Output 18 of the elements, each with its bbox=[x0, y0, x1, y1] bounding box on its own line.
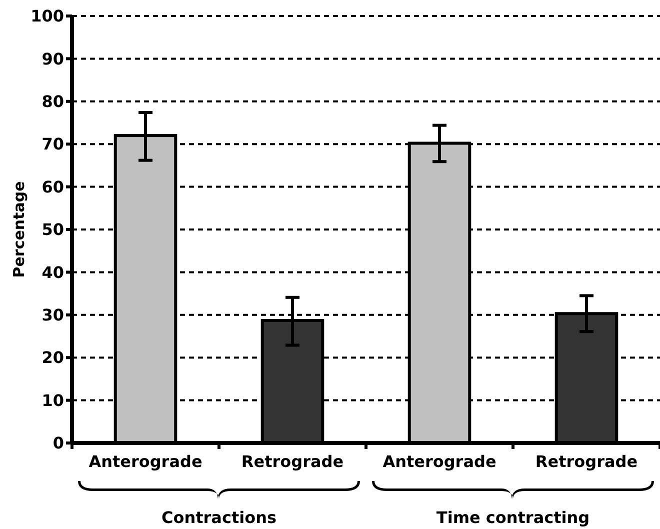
y-tick-label: 0 bbox=[52, 434, 64, 453]
y-tick-label: 60 bbox=[42, 177, 64, 196]
y-tick-label: 20 bbox=[42, 348, 64, 368]
text: Time contracting bbox=[436, 508, 590, 527]
y-tick-label: 100 bbox=[30, 6, 64, 26]
y-tick-label: 80 bbox=[42, 92, 64, 111]
y-axis-title: Percentage bbox=[10, 181, 28, 278]
y-tick-label: 70 bbox=[42, 134, 64, 154]
x-tick-label: Anterograde bbox=[88, 452, 202, 471]
y-tick-label: 90 bbox=[42, 49, 64, 68]
x-tick-label: Anterograde bbox=[382, 452, 496, 471]
y-tick-label: 30 bbox=[42, 306, 64, 324]
text: Contractions bbox=[162, 508, 276, 527]
y-tick-label: 40 bbox=[42, 262, 64, 282]
x-tick-label: Retrograde bbox=[535, 452, 638, 471]
y-tick-label: 10 bbox=[42, 390, 64, 410]
x-tick-label: Retrograde bbox=[241, 452, 344, 471]
y-tick-label: 50 bbox=[42, 220, 64, 240]
